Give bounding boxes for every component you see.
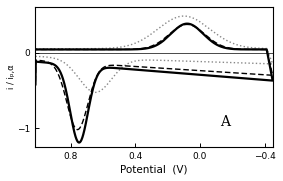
Text: A: A xyxy=(220,115,230,129)
X-axis label: Potential  (V): Potential (V) xyxy=(120,164,188,174)
Y-axis label: i / iₚ,α: i / iₚ,α xyxy=(7,65,16,89)
